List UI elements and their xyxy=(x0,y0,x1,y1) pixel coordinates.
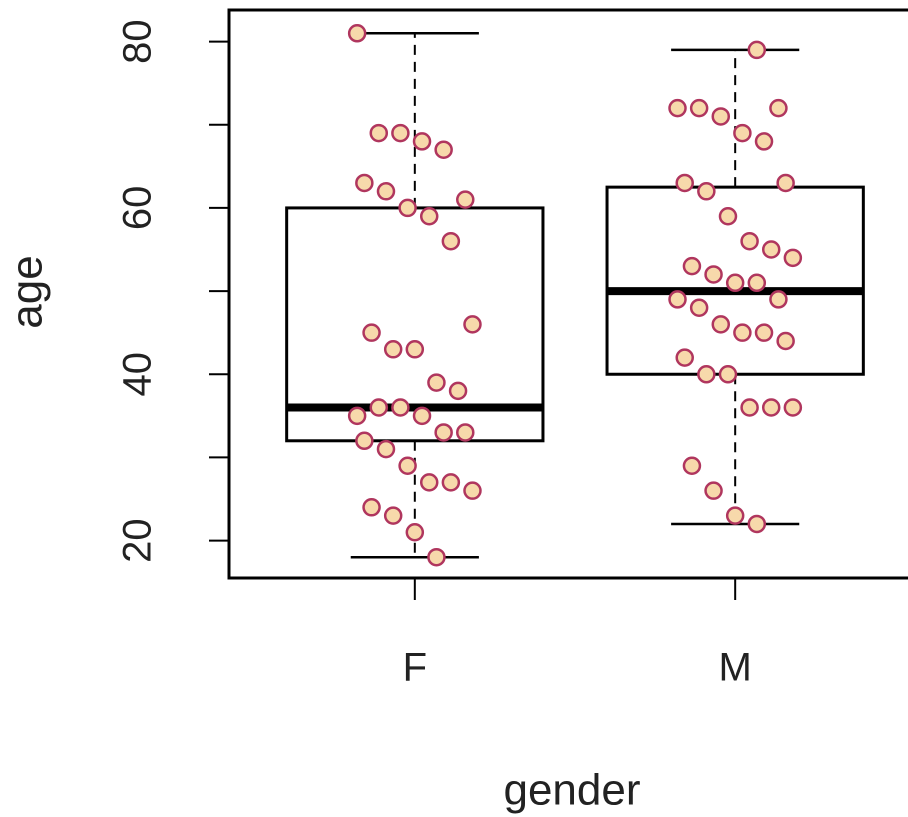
point xyxy=(682,456,702,475)
point xyxy=(675,348,694,367)
y-tick-label: 60 xyxy=(116,186,160,231)
point xyxy=(441,231,461,251)
point xyxy=(747,514,767,534)
point xyxy=(427,373,446,392)
point xyxy=(682,256,702,276)
point xyxy=(419,206,439,226)
plot-frame xyxy=(227,8,908,580)
point xyxy=(668,290,687,309)
point xyxy=(725,273,745,293)
x-tick-label: F xyxy=(403,646,427,690)
point xyxy=(405,523,425,542)
point xyxy=(689,98,709,118)
point xyxy=(405,340,425,359)
point xyxy=(761,398,781,417)
point xyxy=(427,547,446,567)
point xyxy=(711,107,731,126)
point xyxy=(441,473,461,492)
point xyxy=(754,323,774,342)
y-tick-label: 80 xyxy=(116,19,160,64)
point xyxy=(718,365,738,384)
point xyxy=(747,40,767,60)
point xyxy=(704,481,723,500)
point xyxy=(740,398,759,417)
point xyxy=(783,248,803,268)
point xyxy=(769,290,788,309)
point xyxy=(383,506,403,525)
point xyxy=(419,473,439,492)
point xyxy=(383,340,403,359)
point xyxy=(776,173,795,193)
point xyxy=(369,398,389,417)
point xyxy=(463,481,482,500)
point xyxy=(456,423,475,442)
point xyxy=(697,365,716,384)
point xyxy=(376,439,396,459)
point xyxy=(733,323,752,342)
point xyxy=(761,240,781,259)
point xyxy=(391,398,410,417)
point xyxy=(398,198,417,218)
point xyxy=(675,173,694,193)
point xyxy=(355,173,374,193)
point xyxy=(740,231,759,251)
y-tick-label: 20 xyxy=(116,518,160,563)
point xyxy=(463,315,482,334)
point xyxy=(434,423,453,442)
point xyxy=(434,140,453,159)
point xyxy=(355,431,374,451)
x-tick-label: M xyxy=(719,646,752,690)
point xyxy=(362,498,381,517)
point xyxy=(769,98,788,118)
x-axis-label: gender xyxy=(503,766,640,815)
point xyxy=(347,24,367,43)
y-tick-label: 40 xyxy=(116,352,160,397)
point xyxy=(711,315,731,334)
point xyxy=(689,298,709,317)
point xyxy=(398,456,417,475)
point xyxy=(448,381,468,401)
point xyxy=(747,273,767,293)
point xyxy=(668,98,687,118)
point xyxy=(697,182,716,201)
point xyxy=(412,132,432,151)
point xyxy=(776,331,795,351)
point xyxy=(362,323,381,342)
y-axis-label: age xyxy=(3,255,52,328)
point xyxy=(754,132,774,151)
point xyxy=(733,123,752,143)
point xyxy=(347,406,367,426)
point xyxy=(718,206,738,226)
point xyxy=(704,265,723,284)
point xyxy=(456,190,475,209)
point xyxy=(391,123,410,143)
point xyxy=(412,406,432,426)
point xyxy=(725,506,745,525)
point xyxy=(369,123,389,143)
point xyxy=(376,182,396,201)
point xyxy=(783,398,803,417)
